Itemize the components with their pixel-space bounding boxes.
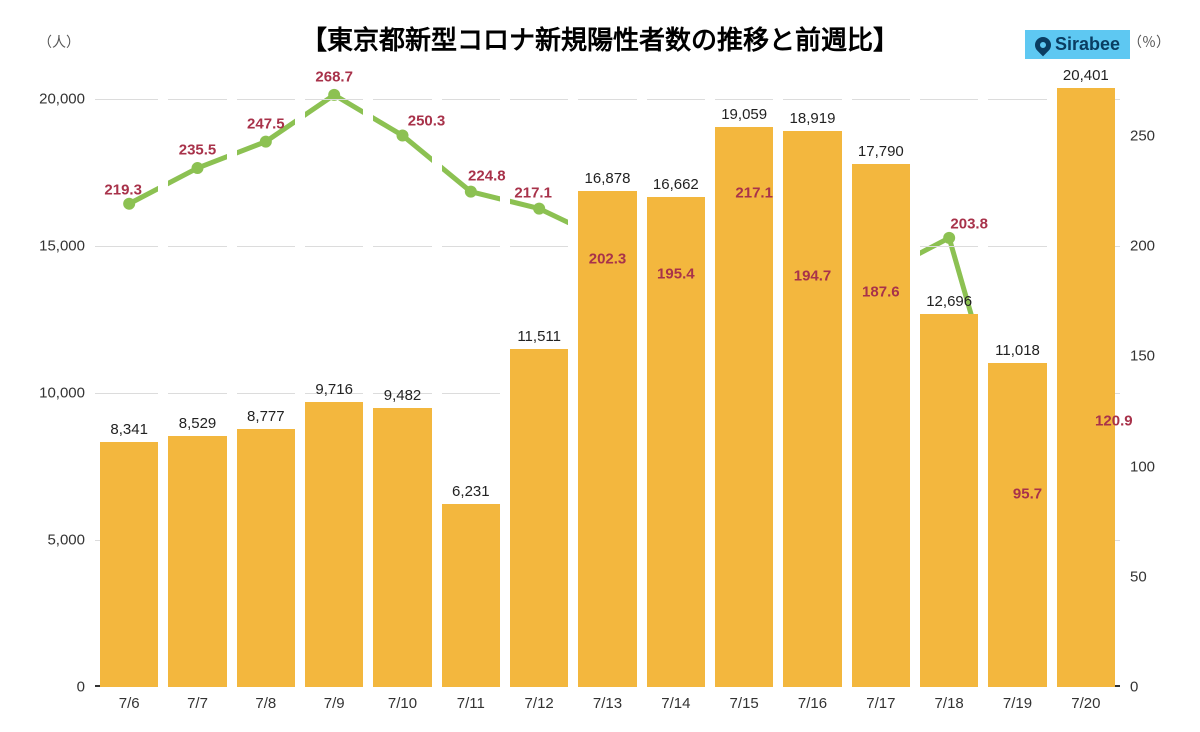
line-value-label: 268.7 bbox=[315, 68, 353, 85]
x-tick-label: 7/14 bbox=[661, 695, 690, 712]
bar bbox=[373, 408, 432, 687]
bar bbox=[988, 363, 1047, 687]
bar-value-label: 9,716 bbox=[315, 381, 353, 398]
bar bbox=[441, 504, 500, 687]
bar bbox=[1056, 88, 1115, 687]
bar-value-label: 8,777 bbox=[247, 408, 285, 425]
bar-gap bbox=[842, 70, 852, 687]
y-right-tick-label: 100 bbox=[1130, 458, 1155, 475]
line-value-label: 219.3 bbox=[104, 181, 142, 198]
line-value-label: 235.5 bbox=[179, 142, 217, 159]
logo-icon bbox=[1032, 33, 1055, 56]
bar-value-label: 16,662 bbox=[653, 176, 699, 193]
x-tick-label: 7/18 bbox=[935, 695, 964, 712]
bar-value-label: 6,231 bbox=[452, 483, 490, 500]
x-tick-label: 7/13 bbox=[593, 695, 622, 712]
line-value-label: 120.9 bbox=[1095, 412, 1133, 429]
y-right-tick-label: 50 bbox=[1130, 568, 1147, 585]
bar-gap bbox=[363, 70, 373, 687]
bar-value-label: 16,878 bbox=[585, 170, 631, 187]
x-tick-label: 7/17 bbox=[866, 695, 895, 712]
x-tick-label: 7/12 bbox=[525, 695, 554, 712]
x-tick-label: 7/8 bbox=[255, 695, 276, 712]
bar-value-label: 12,696 bbox=[926, 293, 972, 310]
x-tick-label: 7/11 bbox=[457, 695, 485, 712]
line-value-label: 187.6 bbox=[862, 283, 900, 300]
x-tick-label: 7/9 bbox=[324, 695, 345, 712]
line-marker bbox=[465, 186, 477, 198]
line-marker bbox=[397, 129, 409, 141]
bar-gap bbox=[227, 70, 237, 687]
line-value-label: 202.3 bbox=[589, 251, 627, 268]
bar-gap bbox=[295, 70, 305, 687]
line-value-label: 250.3 bbox=[408, 113, 446, 130]
bar-value-label: 11,018 bbox=[995, 342, 1040, 359]
bar bbox=[100, 442, 159, 687]
bar-gap bbox=[500, 70, 510, 687]
y-right-tick-label: 200 bbox=[1130, 238, 1155, 255]
bar-gap bbox=[773, 70, 783, 687]
bar-value-label: 19,059 bbox=[721, 106, 767, 123]
bar-value-label: 11,511 bbox=[517, 328, 561, 345]
x-tick-label: 7/10 bbox=[388, 695, 417, 712]
chart-title: 【東京都新型コロナ新規陽性者数の推移と前週比】 bbox=[301, 20, 899, 57]
bar bbox=[168, 436, 227, 687]
bar-gap bbox=[158, 70, 168, 687]
bar-value-label: 8,529 bbox=[179, 415, 217, 432]
y-left-unit: （人） bbox=[38, 32, 80, 52]
plot-area: 05,00010,00015,00020,0000501001502002507… bbox=[95, 70, 1120, 687]
bar bbox=[715, 127, 774, 687]
bar-value-label: 9,482 bbox=[384, 387, 422, 404]
y-right-tick-label: 250 bbox=[1130, 128, 1155, 145]
bar-gap bbox=[637, 70, 647, 687]
bar bbox=[783, 131, 842, 687]
bar-gap bbox=[910, 70, 920, 687]
bar bbox=[851, 164, 910, 687]
line-value-label: 224.8 bbox=[468, 167, 506, 184]
line-marker bbox=[260, 136, 272, 148]
bar-gap bbox=[705, 70, 715, 687]
x-tick-label: 7/19 bbox=[1003, 695, 1032, 712]
logo-text: Sirabee bbox=[1055, 34, 1120, 55]
line-value-label: 217.1 bbox=[735, 184, 773, 201]
line-value-label: 203.8 bbox=[950, 215, 988, 232]
bar-gap bbox=[978, 70, 988, 687]
x-tick-label: 7/7 bbox=[187, 695, 208, 712]
chart-container: 【東京都新型コロナ新規陽性者数の推移と前週比】 （人） （％） Sirabee … bbox=[0, 0, 1200, 732]
line-value-label: 95.7 bbox=[1013, 486, 1042, 503]
x-tick-label: 7/20 bbox=[1071, 695, 1100, 712]
bar-gap bbox=[1047, 70, 1057, 687]
line-marker bbox=[192, 162, 204, 174]
line-value-label: 217.1 bbox=[514, 184, 552, 201]
y-left-tick-label: 0 bbox=[77, 679, 85, 696]
x-tick-label: 7/16 bbox=[798, 695, 827, 712]
y-left-tick-label: 20,000 bbox=[39, 91, 85, 108]
bar-value-label: 17,790 bbox=[858, 143, 904, 160]
line-marker bbox=[943, 232, 955, 244]
grid-line bbox=[95, 99, 1120, 100]
bar-gap bbox=[568, 70, 578, 687]
bar-gap bbox=[432, 70, 442, 687]
y-right-tick-label: 150 bbox=[1130, 348, 1155, 365]
bar-value-label: 20,401 bbox=[1063, 67, 1109, 84]
bar bbox=[236, 429, 295, 687]
y-right-tick-label: 0 bbox=[1130, 679, 1138, 696]
bar bbox=[305, 402, 364, 687]
y-right-unit: （％） bbox=[1128, 32, 1170, 52]
y-left-tick-label: 15,000 bbox=[39, 238, 85, 255]
brand-logo: Sirabee bbox=[1025, 30, 1130, 59]
line-marker bbox=[123, 198, 135, 210]
y-left-tick-label: 5,000 bbox=[47, 532, 85, 549]
line-marker bbox=[533, 203, 545, 215]
line-value-label: 194.7 bbox=[794, 267, 832, 284]
line-value-label: 195.4 bbox=[657, 266, 695, 283]
y-left-tick-label: 10,000 bbox=[39, 385, 85, 402]
bar-value-label: 8,341 bbox=[110, 421, 148, 438]
x-tick-label: 7/6 bbox=[119, 695, 140, 712]
bar bbox=[920, 314, 979, 687]
bar-value-label: 18,919 bbox=[790, 110, 836, 127]
x-tick-label: 7/15 bbox=[730, 695, 759, 712]
bar bbox=[510, 349, 569, 687]
line-value-label: 247.5 bbox=[247, 115, 285, 132]
